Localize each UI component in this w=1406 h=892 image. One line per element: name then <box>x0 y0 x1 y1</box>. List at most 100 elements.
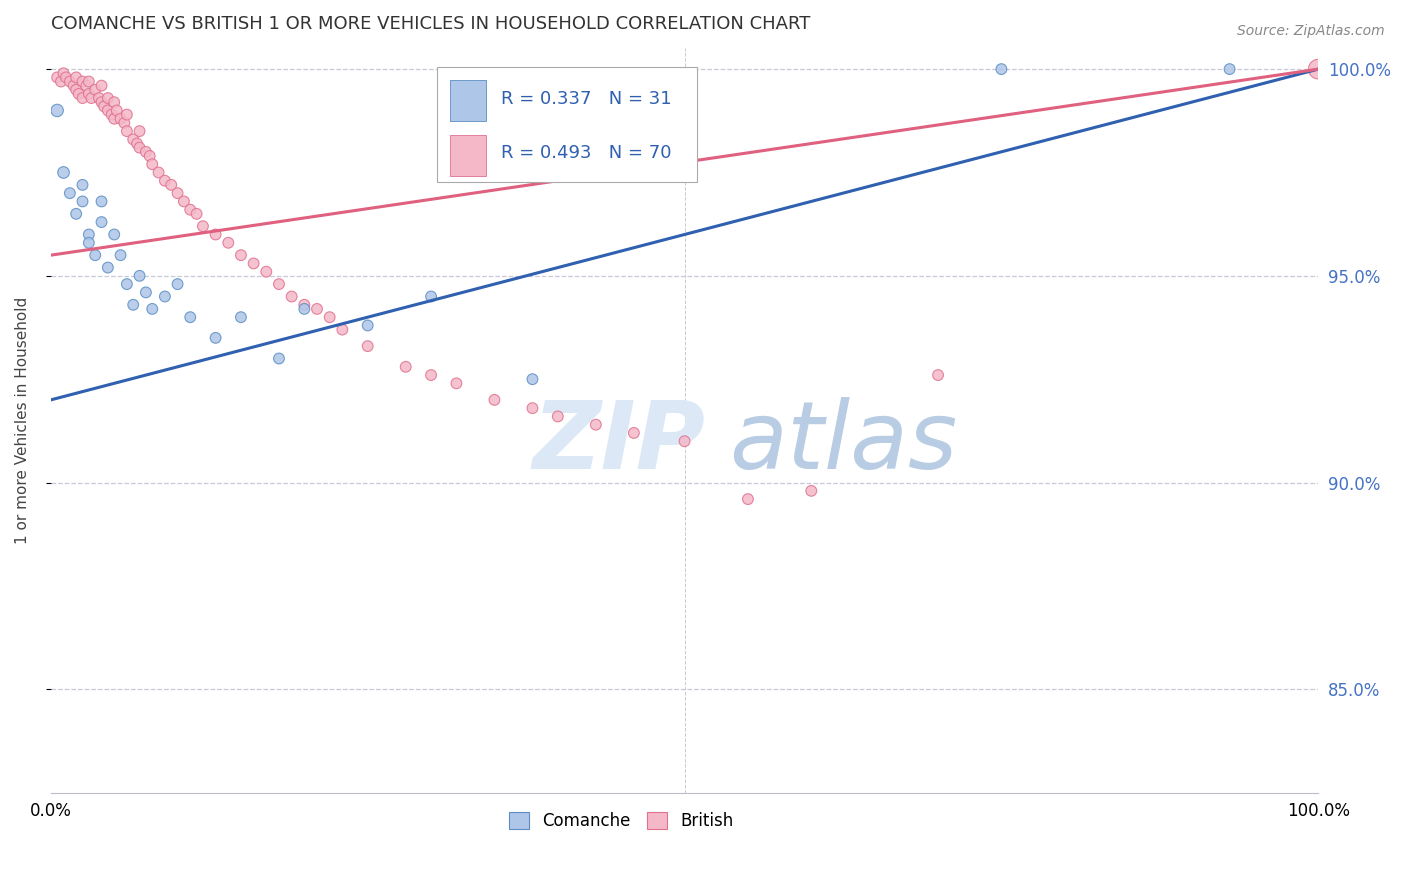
Point <box>100 107 122 121</box>
Point <box>46 70 69 85</box>
Point <box>522 401 544 416</box>
Point <box>318 310 340 325</box>
Text: R = 0.493   N = 70: R = 0.493 N = 70 <box>501 145 671 162</box>
Point <box>115 107 138 121</box>
Point <box>128 268 150 283</box>
Point <box>990 62 1012 76</box>
Point <box>673 434 696 449</box>
Point <box>135 285 157 300</box>
Text: atlas: atlas <box>728 397 957 489</box>
Point <box>77 87 100 101</box>
Point <box>110 112 132 126</box>
FancyBboxPatch shape <box>437 67 697 182</box>
Point <box>737 492 759 507</box>
Point <box>166 186 188 201</box>
Point <box>446 376 468 391</box>
Point <box>585 417 607 432</box>
Point <box>112 116 135 130</box>
Point <box>357 339 380 353</box>
Point <box>927 368 949 382</box>
Point <box>153 174 176 188</box>
Point <box>115 277 138 292</box>
Point <box>420 289 443 303</box>
Point <box>1219 62 1241 76</box>
Point <box>77 74 100 88</box>
Point <box>267 351 290 366</box>
Point <box>52 165 75 179</box>
Text: R = 0.337   N = 31: R = 0.337 N = 31 <box>501 90 672 108</box>
Point <box>128 141 150 155</box>
Point <box>72 74 94 88</box>
Point <box>484 392 506 407</box>
Point <box>1308 62 1330 76</box>
Point <box>59 74 82 88</box>
Point <box>77 235 100 250</box>
Point <box>229 248 252 262</box>
Point <box>800 483 823 498</box>
Point <box>122 132 145 146</box>
Point <box>179 310 201 325</box>
Point <box>204 227 226 242</box>
Point <box>179 202 201 217</box>
Point <box>420 368 443 382</box>
Text: ZIP: ZIP <box>533 397 706 489</box>
Point <box>186 207 208 221</box>
Point <box>357 318 380 333</box>
Point <box>103 227 125 242</box>
Point <box>90 215 112 229</box>
Point <box>65 207 87 221</box>
Point <box>330 322 353 336</box>
Point <box>135 145 157 159</box>
Point <box>80 91 103 105</box>
Point <box>49 74 72 88</box>
Point <box>122 298 145 312</box>
Point <box>59 186 82 201</box>
Point <box>204 331 226 345</box>
Point <box>72 194 94 209</box>
Point <box>292 298 315 312</box>
Point <box>138 149 160 163</box>
Point <box>90 194 112 209</box>
Point <box>128 124 150 138</box>
Point <box>65 83 87 97</box>
Point <box>90 95 112 110</box>
Point <box>141 301 163 316</box>
Point <box>65 70 87 85</box>
Point <box>305 301 328 316</box>
Point <box>125 136 148 151</box>
Point <box>52 66 75 80</box>
FancyBboxPatch shape <box>450 135 485 176</box>
Point <box>75 78 97 93</box>
Point <box>97 103 120 118</box>
Point <box>229 310 252 325</box>
Point <box>103 112 125 126</box>
Point <box>87 91 110 105</box>
Point <box>72 178 94 192</box>
Legend: Comanche, British: Comanche, British <box>502 805 741 837</box>
Point <box>67 87 90 101</box>
Point <box>160 178 183 192</box>
Point <box>141 157 163 171</box>
Point <box>292 301 315 316</box>
Point <box>110 248 132 262</box>
Point <box>267 277 290 292</box>
Point <box>280 289 302 303</box>
Point <box>166 277 188 292</box>
Text: Source: ZipAtlas.com: Source: ZipAtlas.com <box>1237 24 1385 38</box>
Point <box>90 78 112 93</box>
Point <box>173 194 195 209</box>
Point <box>55 70 77 85</box>
Point <box>72 91 94 105</box>
Point <box>93 99 115 113</box>
Point <box>105 103 128 118</box>
FancyBboxPatch shape <box>450 80 485 121</box>
Point <box>153 289 176 303</box>
Y-axis label: 1 or more Vehicles in Household: 1 or more Vehicles in Household <box>15 297 30 544</box>
Text: COMANCHE VS BRITISH 1 OR MORE VEHICLES IN HOUSEHOLD CORRELATION CHART: COMANCHE VS BRITISH 1 OR MORE VEHICLES I… <box>51 15 810 33</box>
Point <box>148 165 170 179</box>
Point <box>62 78 84 93</box>
Point <box>46 103 69 118</box>
Point <box>97 91 120 105</box>
Point <box>84 248 107 262</box>
Point <box>217 235 239 250</box>
